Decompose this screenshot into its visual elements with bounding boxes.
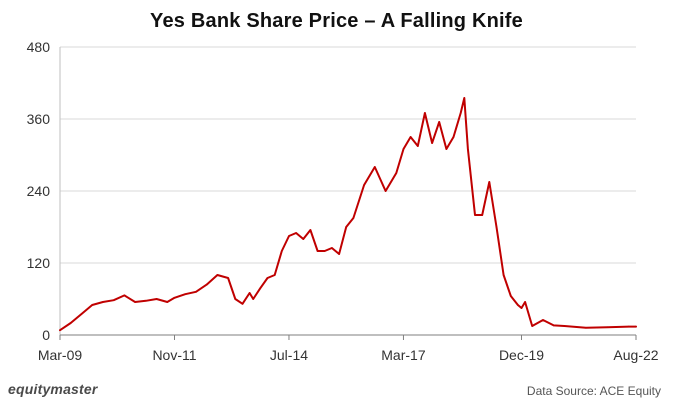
data-point	[309, 229, 312, 231]
data-point	[241, 303, 244, 305]
data-point	[195, 291, 197, 293]
data-point	[155, 298, 158, 300]
x-tick-label: Mar-09	[38, 347, 83, 363]
data-point	[474, 214, 476, 216]
data-point	[59, 329, 61, 332]
data-point	[205, 283, 208, 286]
data-source-note: Data Source: ACE Equity	[526, 384, 661, 398]
data-point	[635, 325, 637, 328]
data-point	[266, 277, 269, 279]
data-point	[409, 136, 412, 138]
data-point	[417, 145, 419, 147]
data-point	[352, 217, 355, 219]
data-point	[331, 247, 333, 249]
data-point	[395, 172, 398, 174]
data-point	[281, 250, 283, 252]
data-point	[488, 181, 491, 183]
y-tick-label: 360	[27, 111, 51, 127]
data-point	[445, 148, 448, 150]
data-point	[384, 190, 387, 192]
data-point	[227, 277, 229, 279]
data-point	[402, 148, 405, 150]
data-point	[80, 313, 83, 315]
data-point	[628, 325, 630, 328]
data-point	[323, 250, 326, 252]
data-point	[463, 97, 466, 99]
data-point	[345, 226, 348, 228]
data-point	[184, 293, 186, 296]
data-point	[467, 148, 469, 150]
y-tick-label: 480	[27, 39, 51, 55]
data-point	[542, 319, 544, 321]
data-point	[234, 298, 237, 300]
data-point	[134, 301, 136, 303]
y-tick-label: 120	[27, 255, 51, 271]
data-point	[438, 121, 441, 123]
data-point	[517, 304, 519, 306]
data-point	[374, 166, 376, 168]
data-point	[495, 226, 498, 228]
data-point	[459, 112, 462, 114]
chart-title: Yes Bank Share Price – A Falling Knife	[150, 10, 523, 32]
data-point	[563, 325, 566, 327]
data-point	[552, 324, 555, 327]
data-point	[481, 214, 484, 216]
y-tick-label: 240	[27, 183, 51, 199]
data-point	[288, 235, 290, 237]
data-point	[424, 112, 426, 114]
brand-logo: equitymaster	[8, 381, 98, 397]
data-point	[316, 250, 319, 252]
price-line	[59, 97, 637, 332]
data-point	[531, 325, 533, 327]
data-point	[216, 274, 219, 276]
x-tick-label: Dec-19	[499, 347, 544, 363]
data-point	[112, 299, 115, 302]
data-point	[502, 274, 505, 276]
x-tick-label: Mar-17	[381, 347, 426, 363]
data-point	[431, 142, 433, 144]
x-tick-label: Nov-11	[152, 347, 196, 363]
data-point	[248, 292, 251, 294]
x-tick-label: Jul-14	[270, 347, 308, 363]
data-point	[510, 295, 512, 297]
data-point	[273, 274, 276, 276]
data-point	[91, 304, 93, 306]
data-point	[302, 238, 305, 240]
y-tick-label: 0	[42, 327, 50, 343]
data-point	[606, 326, 609, 329]
data-point	[363, 184, 365, 186]
data-point	[102, 301, 104, 303]
data-point	[166, 301, 169, 303]
data-point	[173, 297, 176, 299]
data-point	[585, 327, 587, 329]
data-point	[295, 232, 297, 234]
data-point	[520, 307, 523, 309]
data-point	[338, 253, 340, 255]
data-point	[252, 298, 254, 300]
data-point	[123, 294, 126, 297]
x-tick-label: Aug-22	[613, 347, 658, 363]
data-point	[69, 322, 72, 324]
data-point	[524, 301, 526, 303]
data-point	[259, 287, 262, 290]
data-point	[145, 300, 147, 302]
data-point	[452, 136, 455, 138]
